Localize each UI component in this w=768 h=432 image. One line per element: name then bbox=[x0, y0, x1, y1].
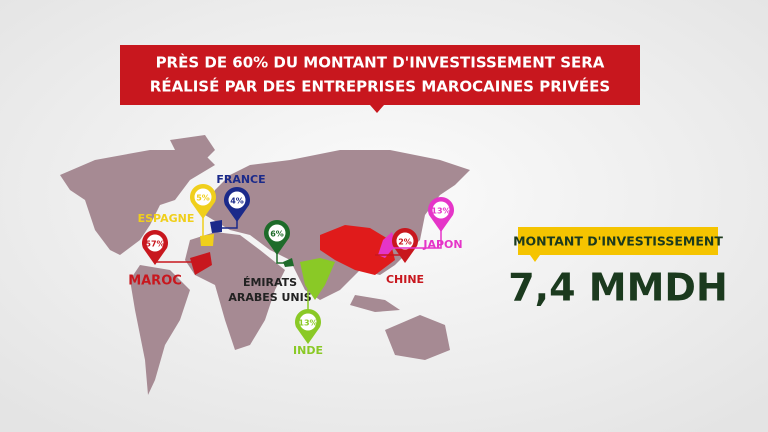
title-line: PRÈS DE 60% DU MONTANT D'INVESTISSEMENT … bbox=[156, 53, 605, 72]
title-line: RÉALISÉ PAR DES ENTREPRISES MAROCAINES P… bbox=[150, 77, 610, 96]
banner-box bbox=[120, 45, 640, 105]
country-name: INDE bbox=[293, 344, 323, 357]
pin-value: 2% bbox=[398, 238, 412, 247]
pin-hole bbox=[146, 234, 164, 252]
banner: PRÈS DE 60% DU MONTANT D'INVESTISSEMENT … bbox=[120, 45, 640, 113]
world-map bbox=[60, 135, 470, 395]
country-name: JAPON bbox=[422, 238, 462, 251]
pin-value: 4% bbox=[230, 197, 244, 206]
uae bbox=[283, 258, 294, 267]
summary-label-box bbox=[518, 227, 718, 255]
spain bbox=[200, 234, 214, 246]
pin-value: 13% bbox=[431, 207, 450, 216]
morocco bbox=[190, 252, 212, 275]
country-name: CHINE bbox=[386, 273, 424, 286]
country-name: ESPAGNE bbox=[138, 212, 195, 225]
pins: 57% MAROC 5%ESPAGNE 4% FRANCE 6% ÉMIRATS ARABES… bbox=[128, 173, 462, 357]
banner-tip bbox=[370, 105, 384, 113]
indonesia bbox=[350, 295, 400, 312]
pin-value: 5% bbox=[196, 194, 210, 203]
country-name: FRANCE bbox=[216, 173, 265, 186]
france bbox=[210, 220, 222, 233]
pin-value: 6% bbox=[270, 230, 284, 239]
summary-value: 7,4 MMDH bbox=[508, 266, 728, 310]
country-name: ARABES UNIS bbox=[228, 291, 311, 304]
japan bbox=[378, 232, 396, 258]
pin-hole bbox=[432, 201, 450, 219]
country-name: ÉMIRATS bbox=[243, 276, 297, 289]
pin-hole bbox=[299, 313, 317, 331]
connector bbox=[202, 217, 206, 241]
greenland bbox=[170, 135, 215, 170]
eurasia bbox=[205, 150, 470, 300]
australia bbox=[385, 315, 450, 360]
pin-hole bbox=[268, 224, 286, 242]
south-america bbox=[130, 265, 190, 395]
pin-value: 57% bbox=[145, 240, 164, 249]
pin-hole bbox=[194, 188, 212, 206]
summary-label: MONTANT D'INVESTISSEMENT bbox=[513, 234, 723, 249]
country-name: MAROC bbox=[128, 274, 182, 289]
pin-hole bbox=[228, 191, 246, 209]
summary-tip bbox=[530, 255, 540, 262]
connector bbox=[216, 220, 238, 229]
china bbox=[320, 225, 395, 275]
connector bbox=[388, 230, 442, 249]
north-america bbox=[60, 150, 215, 255]
pin-hole bbox=[396, 232, 414, 250]
pin-value: 13% bbox=[298, 319, 317, 328]
connector bbox=[276, 253, 288, 264]
summary: MONTANT D'INVESTISSEMENT 7,4 MMDH bbox=[508, 227, 728, 310]
